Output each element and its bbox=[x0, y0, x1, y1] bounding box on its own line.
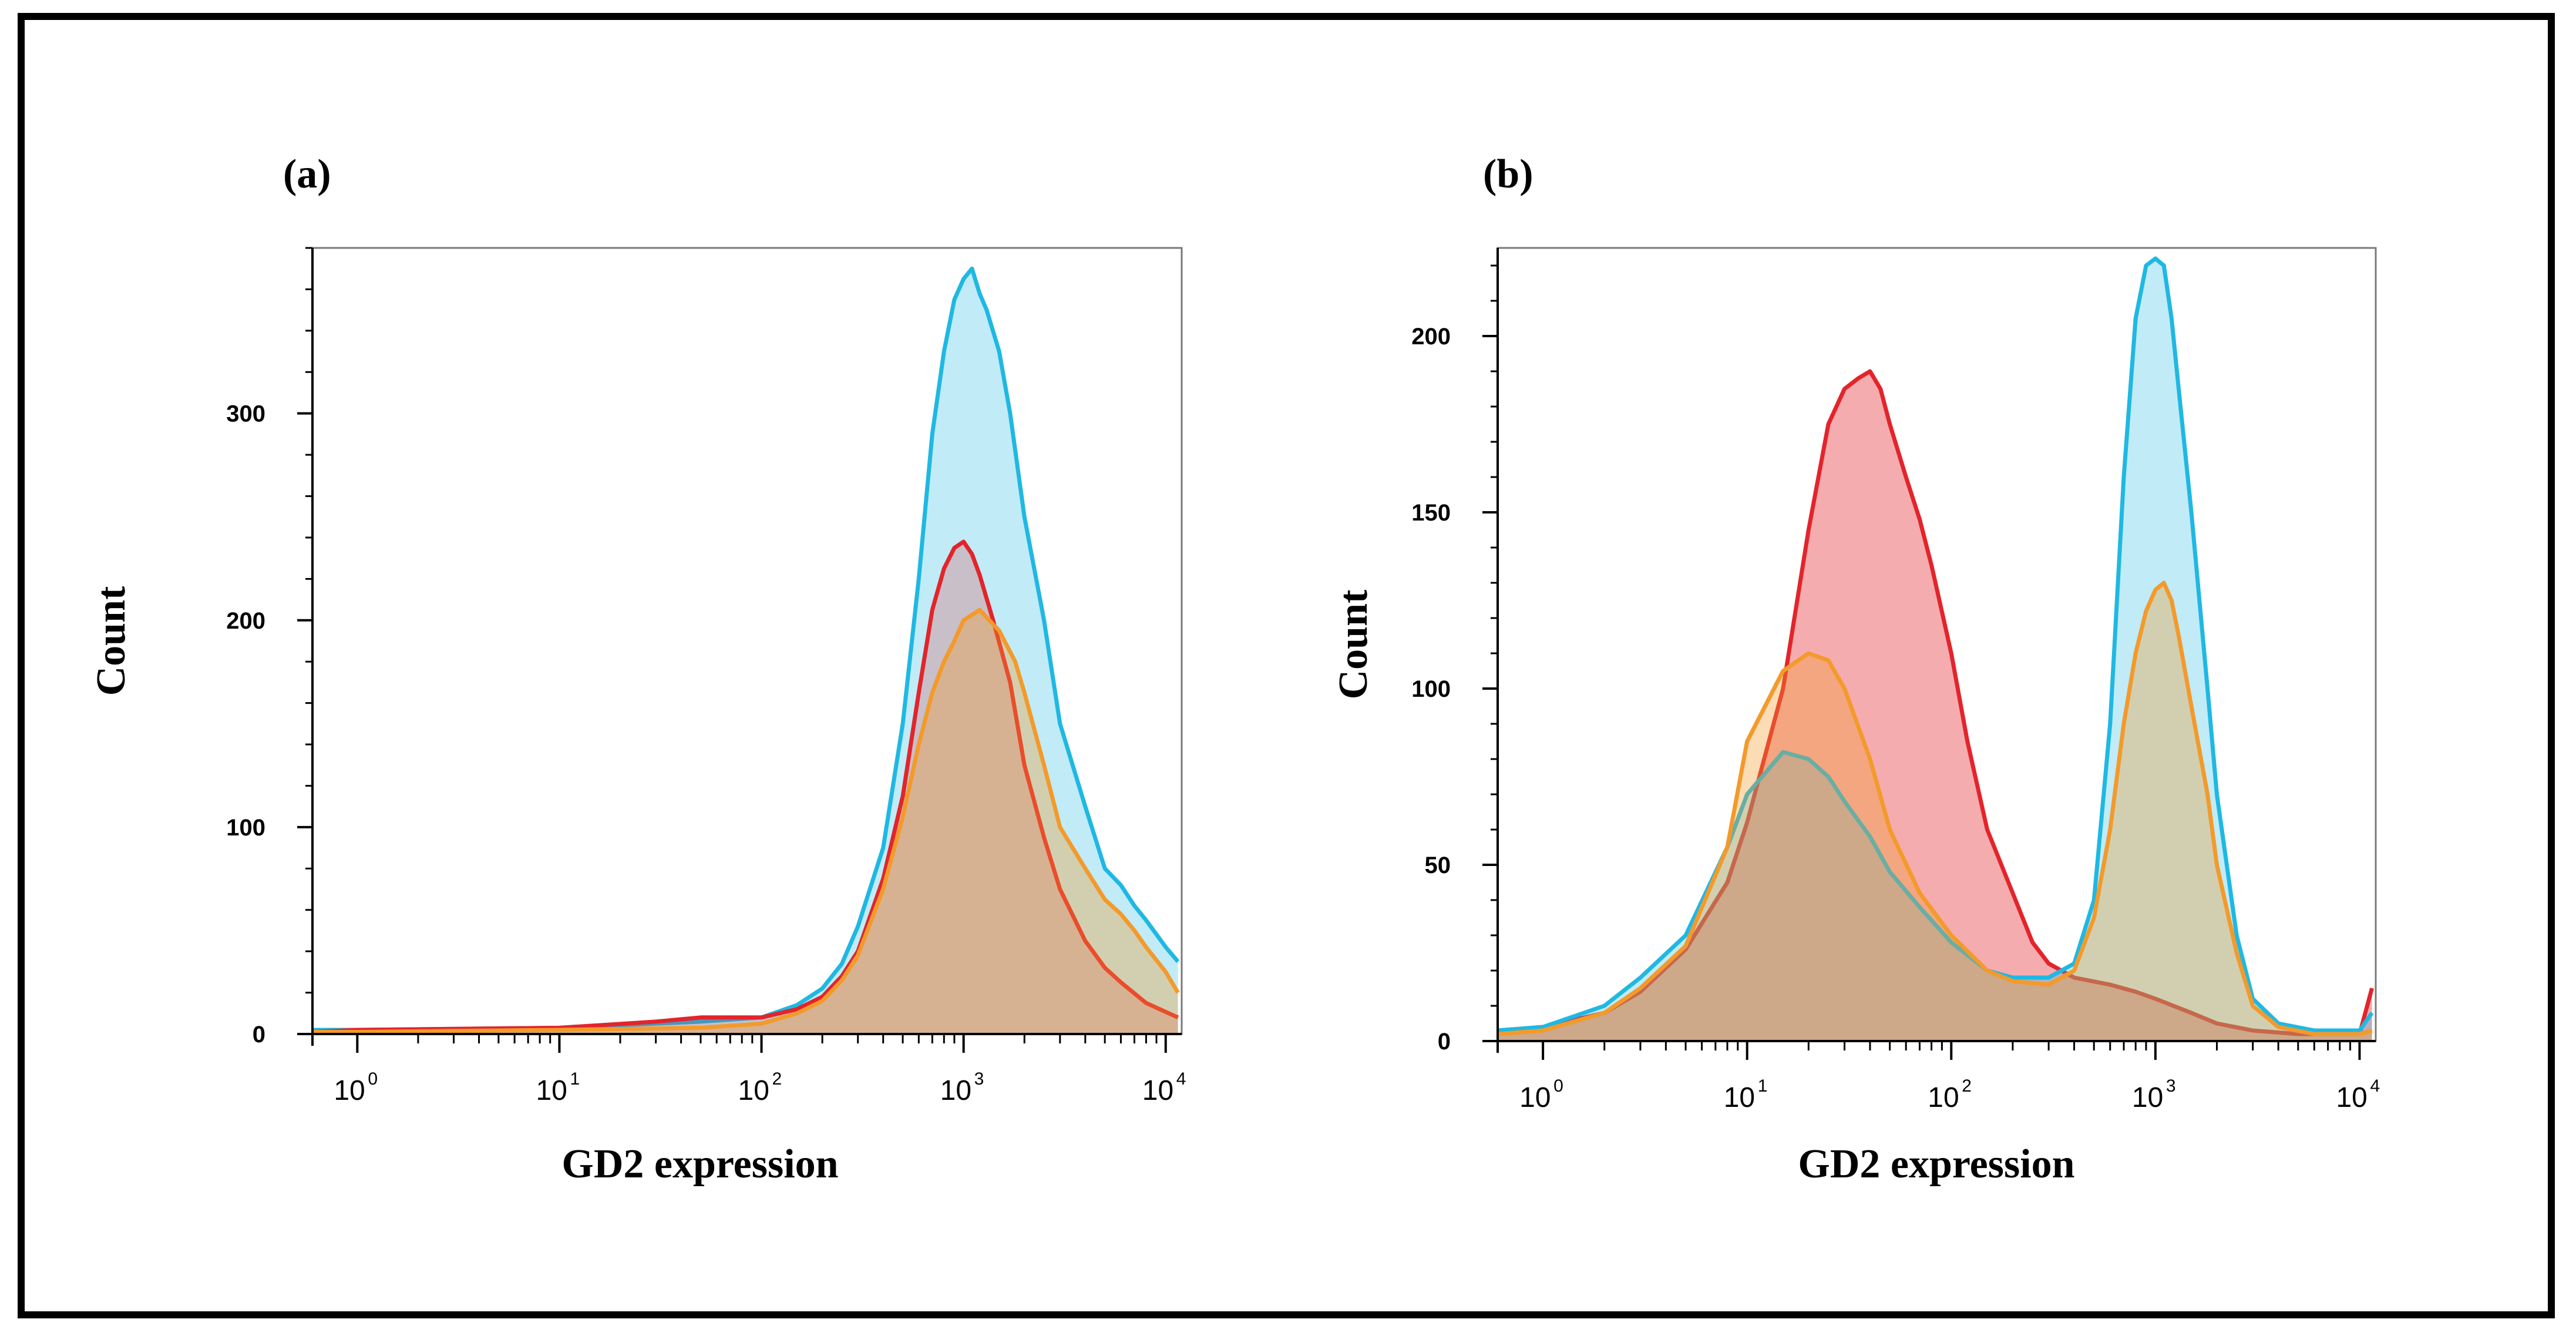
x-tick-exponent: 3 bbox=[974, 1069, 984, 1089]
y-tick-label: 100 bbox=[1411, 676, 1451, 702]
series-3-area bbox=[1498, 583, 2372, 1041]
x-tick-label: 10 bbox=[940, 1075, 971, 1106]
figure-frame: (a) 0 100 200 300 10 0 10 1 10 2 10 3 10 4 Count GD2 exp… bbox=[18, 13, 2555, 1318]
x-tick-exponent: 4 bbox=[2370, 1076, 2380, 1096]
x-tick-exponent: 0 bbox=[1553, 1076, 1563, 1096]
x-tick-label: 10 bbox=[738, 1075, 769, 1106]
x-tick-label: 10 bbox=[1142, 1075, 1173, 1106]
series-2-line bbox=[1497, 256, 2374, 1033]
series-1-area bbox=[312, 268, 1178, 1035]
x-tick-label: 10 bbox=[1519, 1082, 1551, 1113]
y-tick-label: 0 bbox=[1438, 1029, 1451, 1055]
series-2-area bbox=[312, 542, 1178, 1034]
series-1-area bbox=[1498, 371, 2372, 1041]
panel-label: (a) bbox=[283, 152, 331, 197]
x-tick-label: 10 bbox=[1928, 1082, 1959, 1113]
x-axis-label: GD2 expression bbox=[561, 1142, 838, 1187]
y-tick-label: 200 bbox=[1411, 324, 1451, 350]
x-tick-label: 10 bbox=[334, 1075, 365, 1106]
x-tick-label: 10 bbox=[2132, 1082, 2163, 1113]
y-axis-label: Count bbox=[89, 586, 134, 696]
x-tick-exponent: 4 bbox=[1176, 1069, 1186, 1089]
y-tick-label: 50 bbox=[1425, 852, 1451, 878]
y-tick-label: 200 bbox=[226, 608, 265, 634]
x-tick-exponent: 2 bbox=[772, 1069, 782, 1089]
series-2-line bbox=[312, 539, 1179, 1034]
x-axis-label: GD2 expression bbox=[1798, 1142, 2074, 1187]
x-tick-label: 10 bbox=[2336, 1082, 2367, 1113]
y-tick-label: 150 bbox=[1411, 500, 1451, 526]
series-1-line bbox=[312, 266, 1180, 1032]
x-tick-exponent: 0 bbox=[368, 1069, 378, 1089]
x-tick-exponent: 3 bbox=[2166, 1076, 2176, 1096]
series-3-line bbox=[312, 607, 1180, 1034]
x-tick-label: 10 bbox=[536, 1075, 567, 1106]
series-3-line bbox=[1497, 580, 2373, 1036]
y-tick-label: 300 bbox=[226, 401, 265, 427]
x-tick-exponent: 2 bbox=[1962, 1076, 1972, 1096]
panel-label: (b) bbox=[1483, 152, 1534, 197]
y-axis-label: Count bbox=[1331, 590, 1376, 700]
y-tick-label: 100 bbox=[226, 815, 265, 841]
x-tick-exponent: 1 bbox=[1758, 1076, 1768, 1096]
series-1-line bbox=[1497, 369, 2374, 1036]
x-tick-exponent: 1 bbox=[570, 1069, 580, 1089]
y-tick-label: 0 bbox=[253, 1022, 265, 1048]
x-tick-label: 10 bbox=[1724, 1082, 1755, 1113]
series-3-area bbox=[312, 610, 1178, 1034]
series-2-area bbox=[1498, 259, 2372, 1041]
